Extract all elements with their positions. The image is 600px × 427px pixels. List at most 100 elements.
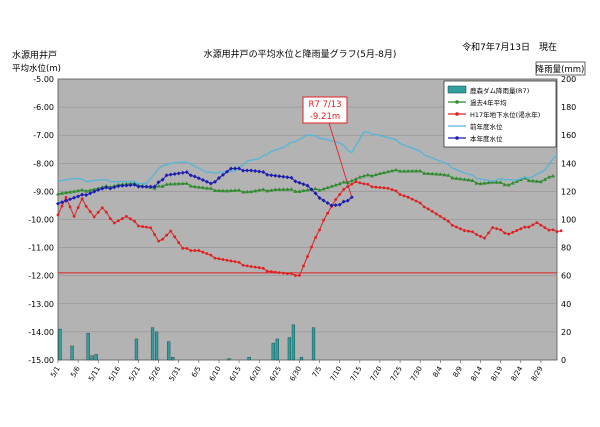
- annotation-box: [302, 96, 348, 124]
- past-4yr-average-point: [365, 172, 370, 177]
- current-year-level-point: [92, 189, 97, 194]
- current-year-level-point: [128, 183, 133, 188]
- h17-groundwater-level-point: [149, 226, 152, 230]
- current-year-level-point: [84, 193, 89, 198]
- annotation-date: R7 7/13: [308, 100, 341, 110]
- past-4yr-average-point: [164, 182, 169, 186]
- past-4yr-average-point: [514, 179, 519, 183]
- h17-groundwater-level-point: [201, 250, 205, 254]
- past-4yr-average-point: [542, 177, 547, 181]
- left-tick-label: -15.00: [28, 356, 54, 365]
- rainfall-bar: [171, 356, 175, 361]
- past-4yr-average-point: [426, 171, 431, 176]
- x-tick-label: 8/14: [469, 365, 484, 383]
- h17-groundwater-level-point: [108, 217, 112, 221]
- h17-groundwater-level-point: [402, 194, 406, 198]
- h17-groundwater-level-point: [410, 197, 414, 201]
- h17-groundwater-level-point: [120, 217, 124, 220]
- past-4yr-average-point: [410, 168, 415, 173]
- h17-groundwater-level-point: [366, 182, 370, 186]
- current-year-level-point: [253, 168, 258, 173]
- current-year-level-point: [116, 184, 121, 189]
- legend-label: 前年度水位: [470, 122, 503, 131]
- x-tick-label: 6/25: [268, 365, 283, 383]
- h17-groundwater-level-point: [273, 270, 277, 274]
- h17-groundwater-level-point: [418, 201, 422, 205]
- past-4yr-average-point: [180, 181, 185, 186]
- rainfall-bar: [70, 345, 74, 361]
- current-year-level-point: [200, 177, 205, 182]
- h17-groundwater-level-point: [68, 205, 72, 209]
- h17-groundwater-level-point: [241, 263, 245, 267]
- h17-groundwater-level-point: [112, 221, 116, 225]
- h17-groundwater-level-point: [515, 229, 519, 232]
- rainfall-bar: [58, 328, 62, 361]
- h17-groundwater-level-point: [382, 186, 386, 190]
- x-tick-label: 5/1: [49, 365, 62, 379]
- h17-groundwater-level-point: [342, 188, 346, 191]
- past-4yr-average-point: [293, 189, 298, 193]
- h17-groundwater-level-point: [281, 271, 285, 275]
- past-4yr-average-point: [257, 188, 262, 192]
- past-4yr-average-point: [261, 187, 266, 191]
- past-4yr-average-point: [269, 188, 274, 192]
- x-tick-label: 8/4: [431, 365, 444, 379]
- current-year-level-point: [285, 175, 290, 180]
- past-4yr-average-point: [204, 186, 209, 190]
- past-4yr-average-point: [550, 173, 555, 178]
- current-year-level-point: [68, 197, 73, 202]
- h17-groundwater-level-point: [398, 193, 402, 196]
- h17-groundwater-level-point: [237, 260, 241, 264]
- past-4yr-average-point: [458, 176, 463, 181]
- h17-groundwater-level-point: [459, 227, 462, 231]
- past-4yr-average-point: [237, 188, 242, 192]
- current-year-level-point: [225, 169, 230, 174]
- current-year-level-point: [156, 180, 161, 185]
- past-4yr-average-point: [333, 182, 338, 187]
- current-year-level-point: [136, 184, 141, 189]
- h17-groundwater-level-point: [358, 181, 362, 185]
- past-4yr-average-point: [345, 180, 350, 184]
- current-year-level-point: [184, 170, 189, 175]
- rainfall-bar: [247, 356, 251, 361]
- h17-groundwater-level-point: [442, 217, 446, 221]
- current-year-level-point: [160, 177, 165, 182]
- right-tick-label: 140: [561, 159, 576, 168]
- h17-groundwater-level-point: [221, 258, 225, 261]
- h17-groundwater-level-point: [334, 198, 338, 201]
- h17-groundwater-level-point: [434, 212, 438, 216]
- rainfall-bar: [150, 327, 155, 361]
- current-year-level-point: [192, 174, 197, 179]
- past-4yr-average-line: [57, 169, 554, 195]
- past-4yr-average-point: [76, 188, 81, 193]
- h17-groundwater-level-point: [519, 227, 523, 231]
- current-year-level-point: [112, 185, 117, 190]
- past-4yr-average-point: [56, 191, 60, 196]
- current-year-level-point: [140, 184, 145, 189]
- past-4yr-average-point: [200, 185, 205, 190]
- current-year-level-point: [208, 181, 213, 186]
- h17-groundwater-level-point: [394, 189, 398, 193]
- x-tick-label: 5/11: [87, 365, 102, 383]
- current-year-level-point: [325, 200, 330, 205]
- past-4yr-average-point: [229, 188, 234, 193]
- h17-groundwater-level-point: [322, 218, 325, 222]
- h17-groundwater-level-point: [414, 199, 418, 203]
- current-year-level-point: [257, 169, 262, 174]
- rainfall-bar: [154, 331, 159, 361]
- current-year-level-point: [124, 183, 129, 188]
- rainfall-bar: [275, 338, 279, 361]
- past-4yr-average-point: [369, 173, 374, 178]
- current-year-level-point: [337, 202, 342, 207]
- past-4yr-average-point: [466, 177, 471, 182]
- past-4yr-average-point: [220, 188, 225, 193]
- h17-groundwater-level-point: [547, 228, 551, 232]
- past-4yr-average-point: [502, 182, 507, 187]
- current-year-level-point: [212, 179, 217, 184]
- h17-groundwater-level-point: [96, 210, 100, 214]
- past-4yr-average-point: [80, 187, 85, 192]
- h17-groundwater-level-point: [245, 264, 249, 268]
- current-year-level-point: [309, 187, 314, 192]
- rainfall-bar: [311, 327, 316, 361]
- past-4yr-average-point: [498, 180, 503, 184]
